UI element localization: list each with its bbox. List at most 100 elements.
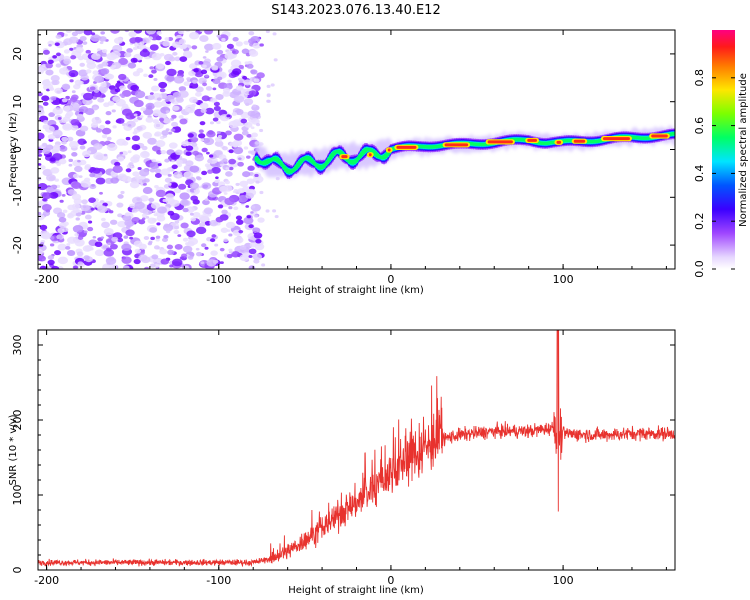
spectrogram-noise-blob (38, 91, 43, 97)
spectrogram-noise-blob (259, 190, 264, 195)
spectrogram-noise-blob (270, 83, 275, 87)
spectrogram-noise-blob (247, 165, 255, 171)
spectrogram-noise-blob (121, 243, 132, 252)
spectrogram-peak-streak (651, 134, 668, 138)
spectrogram-noise-blob (251, 132, 258, 138)
spectrogram-noise-blob (243, 79, 252, 86)
spectrogram-noise-blob (72, 225, 84, 233)
spectrogram-noise-blob (265, 30, 270, 34)
spectrogram-noise-blob (110, 177, 119, 184)
spectrogram-noise-blob (151, 69, 157, 74)
spectrogram-noise-blob (259, 43, 264, 47)
spectrogram-noise-blob (65, 30, 72, 34)
spectrogram-noise-blob (156, 30, 162, 35)
spectrogram-noise-blob (39, 224, 48, 231)
spectrogram-noise-blob (133, 99, 144, 108)
spectrogram-noise-blob (193, 68, 199, 73)
spectrogram-noise-blob (204, 43, 214, 51)
spectrogram-noise-blob (153, 213, 158, 217)
spectrogram-noise-blob (166, 75, 175, 82)
spectrogram-noise-blob (110, 243, 118, 250)
spectrogram-noise-blob (159, 41, 164, 45)
spectrogram-noise-blob (184, 107, 191, 112)
spectrogram-noise-blob (248, 224, 254, 229)
spectrogram-noise-blob (139, 49, 150, 58)
spectrogram-noise-blob (200, 261, 205, 265)
spectrogram-noise-blob (248, 255, 253, 258)
colorbar-tick-label: 0.6 (693, 117, 706, 135)
spectrogram-noise-blob (259, 128, 264, 133)
spectrogram-noise-blob (169, 99, 175, 103)
spectrogram-noise-blob (70, 124, 79, 131)
spectrogram-noise-blob (56, 162, 61, 167)
spectrogram-noise-blob (216, 56, 224, 62)
spectrogram-noise-blob (153, 77, 158, 81)
spectrogram-noise-blob (239, 80, 243, 83)
spectrogram-noise-blob (101, 49, 108, 54)
spectrogram-noise-blob (165, 60, 171, 66)
spectrogram-noise-blob (171, 159, 175, 163)
spectrogram-noise-blob (213, 101, 220, 107)
spectrogram-noise-blob (187, 255, 194, 260)
spectrogram-noise-blob (151, 254, 159, 260)
spectrogram-noise-blob (84, 165, 91, 171)
spectrogram-noise-blob (274, 214, 279, 219)
spectrogram-noise-blob (165, 110, 170, 114)
spectrogram-noise-blob (45, 78, 50, 82)
spectrogram-noise-blob (202, 184, 209, 189)
spectrogram-noise-blob (94, 116, 100, 121)
spectrogram-noise-blob (254, 173, 259, 178)
spectrogram-noise-blob (160, 258, 170, 265)
spectrogram-noise-blob (77, 138, 87, 146)
spectrogram-noise-blob (49, 192, 59, 199)
spectrogram-noise-blob (246, 133, 252, 138)
spectrogram-noise-blob (205, 107, 215, 115)
spectrogram-noise-blob (233, 144, 238, 148)
spectrogram-noise-blob (141, 179, 147, 184)
spectrogram-noise-blob (212, 87, 217, 91)
spectrogram-noise-blob (272, 32, 277, 36)
spectrogram-noise-blob (38, 154, 43, 157)
spectrogram-noise-blob (68, 158, 74, 163)
spectrogram-noise-blob (101, 134, 108, 139)
spectrogram-noise-blob (83, 255, 90, 260)
spectrogram-noise-blob (100, 68, 110, 75)
spectrogram-noise-blob (48, 112, 56, 118)
spectrogram-noise-blob (158, 117, 165, 122)
spectrogram-noise-blob (51, 265, 60, 269)
spectrogram-noise-blob (80, 204, 91, 212)
spectrogram-y-tick-label: -20 (11, 236, 24, 254)
spectrogram-noise-blob (92, 70, 99, 75)
spectrogram-noise-blob (183, 81, 191, 87)
spectrogram-noise-blob (148, 197, 155, 203)
spectrogram-noise-blob (167, 36, 174, 42)
spectrogram-noise-blob (68, 163, 73, 167)
spectrogram-noise-blob (191, 45, 198, 50)
spectrogram-noise-blob (91, 183, 95, 187)
spectrogram-noise-blob (253, 175, 264, 184)
spectrogram-noise-blob (103, 153, 108, 157)
spectrogram-noise-blob (72, 208, 80, 214)
spectrogram-noise-blob (148, 210, 153, 215)
spectrogram-peak-streak (487, 140, 513, 144)
spectrogram-noise-blob (130, 165, 135, 169)
spectrogram-noise-blob (41, 192, 52, 200)
spectrogram-noise-blob (74, 79, 83, 86)
spectrogram-noise-blob (114, 161, 121, 167)
spectrogram-noise-blob (248, 150, 253, 154)
spectrogram-noise-blob (154, 173, 162, 178)
spectrogram-noise-blob (84, 214, 92, 220)
spectrogram-noise-blob (222, 87, 231, 93)
spectrogram-noise-blob (214, 179, 219, 183)
spectrogram-noise-blob (118, 73, 127, 80)
spectrogram-noise-blob (171, 114, 177, 119)
spectrogram-noise-blob (100, 217, 106, 222)
spectrogram-noise-blob (250, 110, 261, 119)
spectrogram-noise-blob (149, 227, 158, 233)
spectrogram-noise-blob (216, 49, 224, 55)
spectrogram-noise-blob (252, 253, 263, 261)
spectrogram-peak-streak (396, 145, 417, 149)
spectrogram-noise-blob (134, 36, 143, 43)
spectrogram-noise-blob (198, 214, 209, 222)
